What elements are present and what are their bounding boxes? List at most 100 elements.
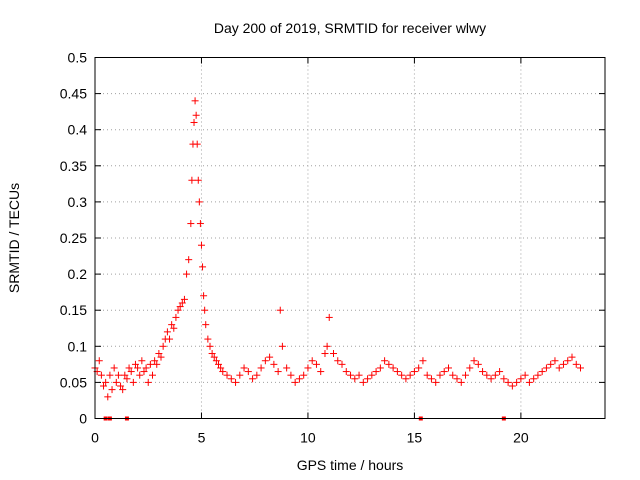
- data-point: [470, 357, 478, 365]
- y-tick-label: 0.3: [68, 194, 88, 210]
- data-point: [163, 328, 171, 336]
- data-point: [136, 371, 144, 379]
- data-point: [227, 375, 235, 383]
- data-point: [202, 321, 210, 329]
- data-point: [564, 357, 572, 365]
- data-point: [121, 371, 129, 379]
- data-point: [287, 371, 295, 379]
- data-point: [276, 306, 284, 314]
- data-point: [415, 364, 423, 372]
- data-point: [457, 378, 465, 386]
- data-point: [444, 364, 452, 372]
- data-point: [300, 371, 308, 379]
- data-point: [474, 360, 482, 368]
- data-point: [534, 371, 542, 379]
- y-tick-label: 0.25: [60, 230, 87, 246]
- data-point: [329, 350, 337, 358]
- x-axis-label: GPS time / hours: [297, 457, 404, 473]
- data-point: [500, 375, 508, 383]
- data-point: [142, 364, 150, 372]
- data-point: [479, 368, 487, 376]
- x-tick-label: 15: [407, 430, 423, 446]
- data-point: [577, 364, 585, 372]
- data-point: [449, 371, 457, 379]
- x-tick-label: 20: [513, 430, 529, 446]
- data-point: [212, 357, 220, 365]
- data-point: [168, 321, 176, 329]
- data-point: [178, 299, 186, 307]
- data-point: [321, 350, 329, 358]
- data-point: [376, 364, 384, 372]
- data-point: [236, 371, 244, 379]
- y-axis-label: SRMTID / TECUs: [6, 183, 22, 293]
- data-point: [530, 375, 538, 383]
- data-point: [210, 353, 218, 361]
- data-point: [274, 368, 282, 376]
- data-point: [308, 357, 316, 365]
- data-point: [295, 375, 303, 383]
- data-point: [194, 176, 202, 184]
- data-point: [223, 371, 231, 379]
- data-point: [204, 335, 212, 343]
- y-tick-label: 0.05: [60, 374, 87, 390]
- data-point: [368, 371, 376, 379]
- data-point: [95, 357, 103, 365]
- data-point: [398, 371, 406, 379]
- data-point: [153, 360, 161, 368]
- data-point: [112, 378, 120, 386]
- data-point: [483, 371, 491, 379]
- data-point: [125, 364, 133, 372]
- data-point: [521, 371, 529, 379]
- data-point: [138, 357, 146, 365]
- data-point: [351, 375, 359, 383]
- data-point: [192, 111, 200, 119]
- y-tick-label: 0.4: [68, 122, 88, 138]
- data-point: [188, 176, 196, 184]
- data-point: [547, 360, 555, 368]
- data-point: [127, 368, 135, 376]
- data-point: [372, 368, 380, 376]
- data-point: [342, 368, 350, 376]
- data-point: [201, 306, 209, 314]
- data-point: [323, 342, 331, 350]
- data-point: [119, 386, 127, 394]
- data-point: [325, 313, 333, 321]
- data-point: [517, 375, 525, 383]
- data-point: [176, 303, 184, 311]
- y-tick-label: 0.15: [60, 302, 87, 318]
- data-point: [117, 382, 125, 390]
- data-point: [155, 350, 163, 358]
- data-point: [389, 364, 397, 372]
- data-point: [466, 364, 474, 372]
- data-point: [270, 360, 278, 368]
- data-point: [166, 335, 174, 343]
- y-tick-label: 0.35: [60, 158, 87, 174]
- data-point: [215, 360, 223, 368]
- data-point: [381, 357, 389, 365]
- data-point: [157, 353, 165, 361]
- data-point: [559, 360, 567, 368]
- data-point: [146, 360, 154, 368]
- data-point: [423, 371, 431, 379]
- data-point: [148, 371, 156, 379]
- data-point: [347, 371, 355, 379]
- data-point: [317, 368, 325, 376]
- data-point: [291, 378, 299, 386]
- data-point: [406, 371, 414, 379]
- data-point: [496, 368, 504, 376]
- data-point: [197, 241, 205, 249]
- data-point: [572, 360, 580, 368]
- data-point: [199, 263, 207, 271]
- data-point: [108, 386, 116, 394]
- data-point: [453, 375, 461, 383]
- data-point: [129, 378, 137, 386]
- data-point: [312, 360, 320, 368]
- data-point: [134, 364, 142, 372]
- y-tick-label: 0: [79, 411, 87, 427]
- data-point: [170, 324, 178, 332]
- data-point: [525, 378, 533, 386]
- data-point: [283, 364, 291, 372]
- data-point: [183, 270, 191, 278]
- data-point: [491, 371, 499, 379]
- data-point: [440, 368, 448, 376]
